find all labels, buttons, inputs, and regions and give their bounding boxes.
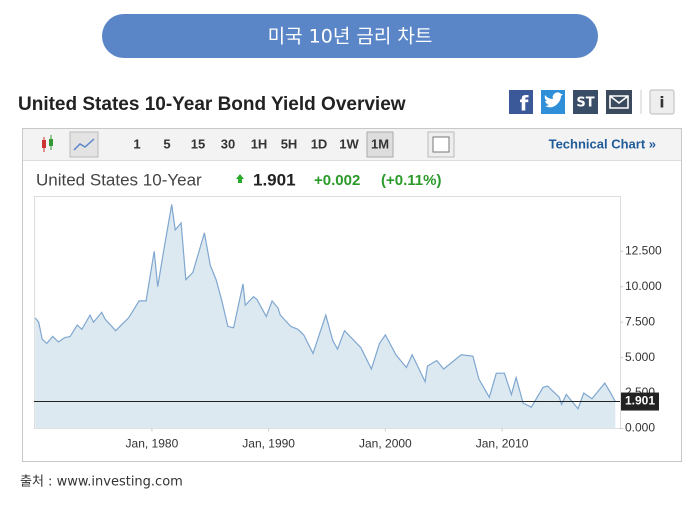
quote-change-pct: (+0.11%) (381, 172, 441, 189)
up-arrow (236, 174, 244, 183)
x-tick-label: Jan, 1980 (126, 437, 179, 451)
last-price-box (621, 392, 659, 411)
share-icons: f ST i (509, 89, 675, 116)
banner (102, 14, 598, 58)
facebook-icon[interactable] (509, 90, 533, 114)
page-title: United States 10-Year Bond Yield Overvie… (18, 94, 406, 115)
interval-button[interactable]: 1W (339, 136, 359, 151)
settings-glyph (432, 136, 450, 153)
line-icon (73, 138, 95, 151)
source: 출처 : www.investing.com (20, 475, 183, 490)
active-interval (366, 131, 394, 158)
stocktwits-icon[interactable] (573, 90, 598, 114)
y-tick-label: 0.000 (625, 421, 655, 435)
y-tick-label: 7.500 (625, 314, 655, 328)
y-tick-label: 5.000 (625, 350, 655, 364)
x-tick-label: Jan, 2010 (476, 437, 529, 451)
info-glyph: i (659, 94, 664, 112)
interval-buttons: 1 5 15 30 1H 5H 1D 1W 1M (133, 131, 394, 158)
toolbar (23, 129, 681, 160)
candle-body (49, 139, 53, 146)
interval-button[interactable]: 30 (221, 136, 235, 151)
y-tick-label: 10.000 (625, 279, 662, 293)
quote-name: United States 10-Year (36, 170, 202, 189)
interval-button[interactable]: 1 (133, 136, 140, 151)
last-price-label: 1.901 (625, 394, 655, 408)
interval-button[interactable]: 5 (163, 136, 170, 151)
facebook-glyph: f (520, 92, 529, 116)
interval-button[interactable]: 1D (311, 136, 328, 151)
interval-button[interactable]: 5H (281, 136, 298, 151)
interval-button[interactable]: 15 (191, 136, 205, 151)
candle-body (42, 140, 46, 148)
candle-icon[interactable] (42, 135, 53, 152)
stocktwits-text: ST (576, 96, 594, 111)
area-fill (35, 204, 616, 429)
technical-chart-link[interactable]: Technical Chart » (549, 136, 656, 151)
area-line (34, 204, 616, 410)
y-tick-label: 12.500 (625, 243, 662, 257)
quote-price: 1.901 (253, 170, 296, 189)
mail-glyph (609, 95, 629, 109)
quote-change: +0.002 (314, 172, 360, 189)
x-tick-label: Jan, 1990 (242, 437, 295, 451)
banner-text: 미국 10년 금리 차트 (268, 26, 433, 48)
interval-button[interactable]: 1H (251, 136, 268, 151)
info-icon[interactable] (649, 89, 675, 115)
line-chart-button[interactable] (69, 131, 99, 158)
x-tick-label: Jan, 2000 (359, 437, 412, 451)
twitter-glyph (544, 92, 563, 108)
interval-button[interactable]: 1M (371, 136, 389, 151)
